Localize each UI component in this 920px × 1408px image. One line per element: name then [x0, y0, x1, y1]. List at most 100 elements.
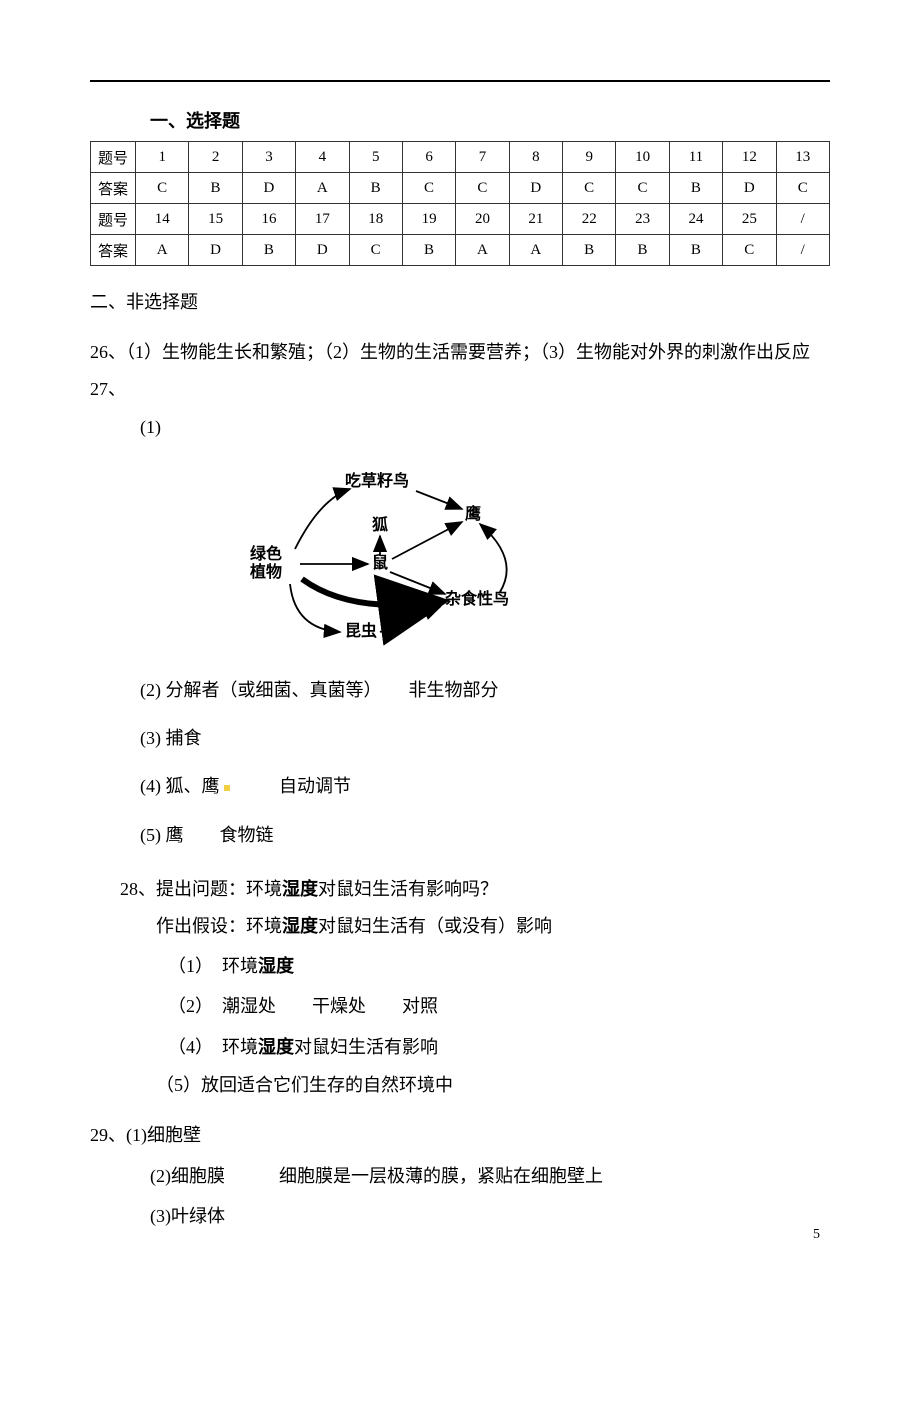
cell: D — [296, 235, 349, 266]
q28-l2a: 作出假设：环境 — [156, 916, 282, 936]
table-row: 题号 1 2 3 4 5 6 7 8 9 10 11 12 13 — [91, 142, 830, 173]
cell: C — [723, 235, 776, 266]
cell: B — [349, 173, 402, 204]
q26: 26、（1）生物能生长和繁殖；（2）生物的生活需要营养；（3）生物能对外界的刺激… — [90, 336, 830, 368]
cell: 23 — [616, 204, 669, 235]
section1-title: 一、选择题 — [150, 107, 830, 133]
cell: D — [509, 173, 562, 204]
cell: A — [509, 235, 562, 266]
cell: 7 — [456, 142, 509, 173]
q28-s1b: 湿度 — [258, 956, 294, 976]
food-web-svg: 绿色 植物 吃草籽鸟 狐 鼠 鹰 杂食性鸟 昆虫 — [240, 464, 560, 654]
q26-num: 26、 — [90, 342, 126, 362]
cell: 21 — [509, 204, 562, 235]
q28-s4a: （4） 环境 — [168, 1037, 258, 1057]
cell: B — [669, 173, 722, 204]
q28-s1a: （1） 环境 — [168, 956, 258, 976]
cell: 6 — [402, 142, 455, 173]
table-row: 答案 C B D A B C C D C C B D C — [91, 173, 830, 204]
cell: C — [402, 173, 455, 204]
q28-l2b: 对鼠妇生活有（或没有）影响 — [318, 916, 552, 936]
cell: C — [349, 235, 402, 266]
q27-sub3: (3) 捕食 — [140, 722, 830, 754]
cell: B — [402, 235, 455, 266]
row-header: 题号 — [91, 204, 136, 235]
cell: A — [296, 173, 349, 204]
cell: B — [563, 235, 616, 266]
cell: 1 — [136, 142, 189, 173]
cell: 9 — [563, 142, 616, 173]
row-header: 答案 — [91, 173, 136, 204]
q28-s1: （1） 环境湿度 — [168, 950, 830, 982]
cell: 3 — [242, 142, 295, 173]
cell: C — [563, 173, 616, 204]
cell: 15 — [189, 204, 242, 235]
cell: 2 — [189, 142, 242, 173]
cell: D — [723, 173, 776, 204]
cell: B — [242, 235, 295, 266]
cell: 16 — [242, 204, 295, 235]
node-plant: 绿色 — [250, 544, 282, 563]
q27-subs: (2) 分解者（或细菌、真菌等） 非生物部分 (3) 捕食 (4) 狐、鹰 自动… — [140, 674, 830, 852]
q28-line2: 作出假设：环境湿度对鼠妇生活有（或没有）影响 — [156, 910, 830, 942]
q27-sub1: (1) — [140, 411, 830, 443]
node-omni: 杂食性鸟 — [445, 589, 509, 608]
node-mouse: 鼠 — [372, 553, 388, 572]
cell: 13 — [776, 142, 830, 173]
food-web-diagram: 绿色 植物 吃草籽鸟 狐 鼠 鹰 杂食性鸟 昆虫 — [240, 464, 830, 659]
table-row: 题号 14 15 16 17 18 19 20 21 22 23 24 25 / — [91, 204, 830, 235]
cell: 25 — [723, 204, 776, 235]
row-header: 题号 — [91, 142, 136, 173]
cell: 18 — [349, 204, 402, 235]
cell: C — [456, 173, 509, 204]
cell: B — [616, 235, 669, 266]
section2-title: 二、非选择题 — [90, 286, 830, 318]
node-insect: 昆虫 — [345, 621, 377, 640]
q28-bold2: 湿度 — [282, 916, 318, 936]
answer-table: 题号 1 2 3 4 5 6 7 8 9 10 11 12 13 答案 C B … — [90, 141, 830, 266]
cell: 11 — [669, 142, 722, 173]
q29-1: 29、(1)细胞壁 — [90, 1119, 830, 1151]
cell: / — [776, 204, 830, 235]
q26-text: （1）生物能生长和繁殖；（2）生物的生活需要营养；（3）生物能对外界的刺激作出反… — [126, 342, 810, 362]
q28-s4c: 对鼠妇生活有影响 — [294, 1037, 438, 1057]
cell: D — [189, 235, 242, 266]
cell: A — [136, 235, 189, 266]
q27-sub5: (5) 鹰 食物链 — [140, 819, 830, 851]
cell: 22 — [563, 204, 616, 235]
q28-s4b: 湿度 — [258, 1037, 294, 1057]
q27-sub4b: 自动调节 — [279, 776, 351, 796]
cell: 12 — [723, 142, 776, 173]
cell: C — [616, 173, 669, 204]
dot-icon — [224, 785, 230, 791]
q28-line1: 28、提出问题：环境湿度对鼠妇生活有影响吗？ — [120, 873, 830, 905]
cell: / — [776, 235, 830, 266]
q28-s5: （5）放回适合它们生存的自然环境中 — [156, 1069, 830, 1101]
top-rule — [90, 80, 830, 82]
cell: 24 — [669, 204, 722, 235]
cell: A — [456, 235, 509, 266]
q27-sub4: (4) 狐、鹰 自动调节 — [140, 770, 830, 802]
cell: 4 — [296, 142, 349, 173]
cell: 5 — [349, 142, 402, 173]
node-hawk: 鹰 — [465, 504, 481, 523]
cell: 14 — [136, 204, 189, 235]
page-number: 5 — [813, 1227, 820, 1243]
q29-3: (3)叶绿体 — [150, 1200, 830, 1232]
q28-bold1: 湿度 — [282, 879, 318, 899]
cell: 8 — [509, 142, 562, 173]
q27-sub4a: (4) 狐、鹰 — [140, 776, 220, 796]
table-row: 答案 A D B D C B A A B B B C / — [91, 235, 830, 266]
q27-num: 27、 — [90, 373, 830, 405]
cell: D — [242, 173, 295, 204]
node-seedbird: 吃草籽鸟 — [345, 471, 409, 490]
q27-sub2: (2) 分解者（或细菌、真菌等） 非生物部分 — [140, 674, 830, 706]
q28-s4: （4） 环境湿度对鼠妇生活有影响 — [168, 1031, 830, 1063]
cell: 20 — [456, 204, 509, 235]
cell: B — [669, 235, 722, 266]
page-root: 一、选择题 题号 1 2 3 4 5 6 7 8 9 10 11 12 13 答… — [0, 0, 920, 1273]
cell: C — [136, 173, 189, 204]
cell: B — [189, 173, 242, 204]
node-plant2: 植物 — [249, 562, 282, 581]
cell: 10 — [616, 142, 669, 173]
